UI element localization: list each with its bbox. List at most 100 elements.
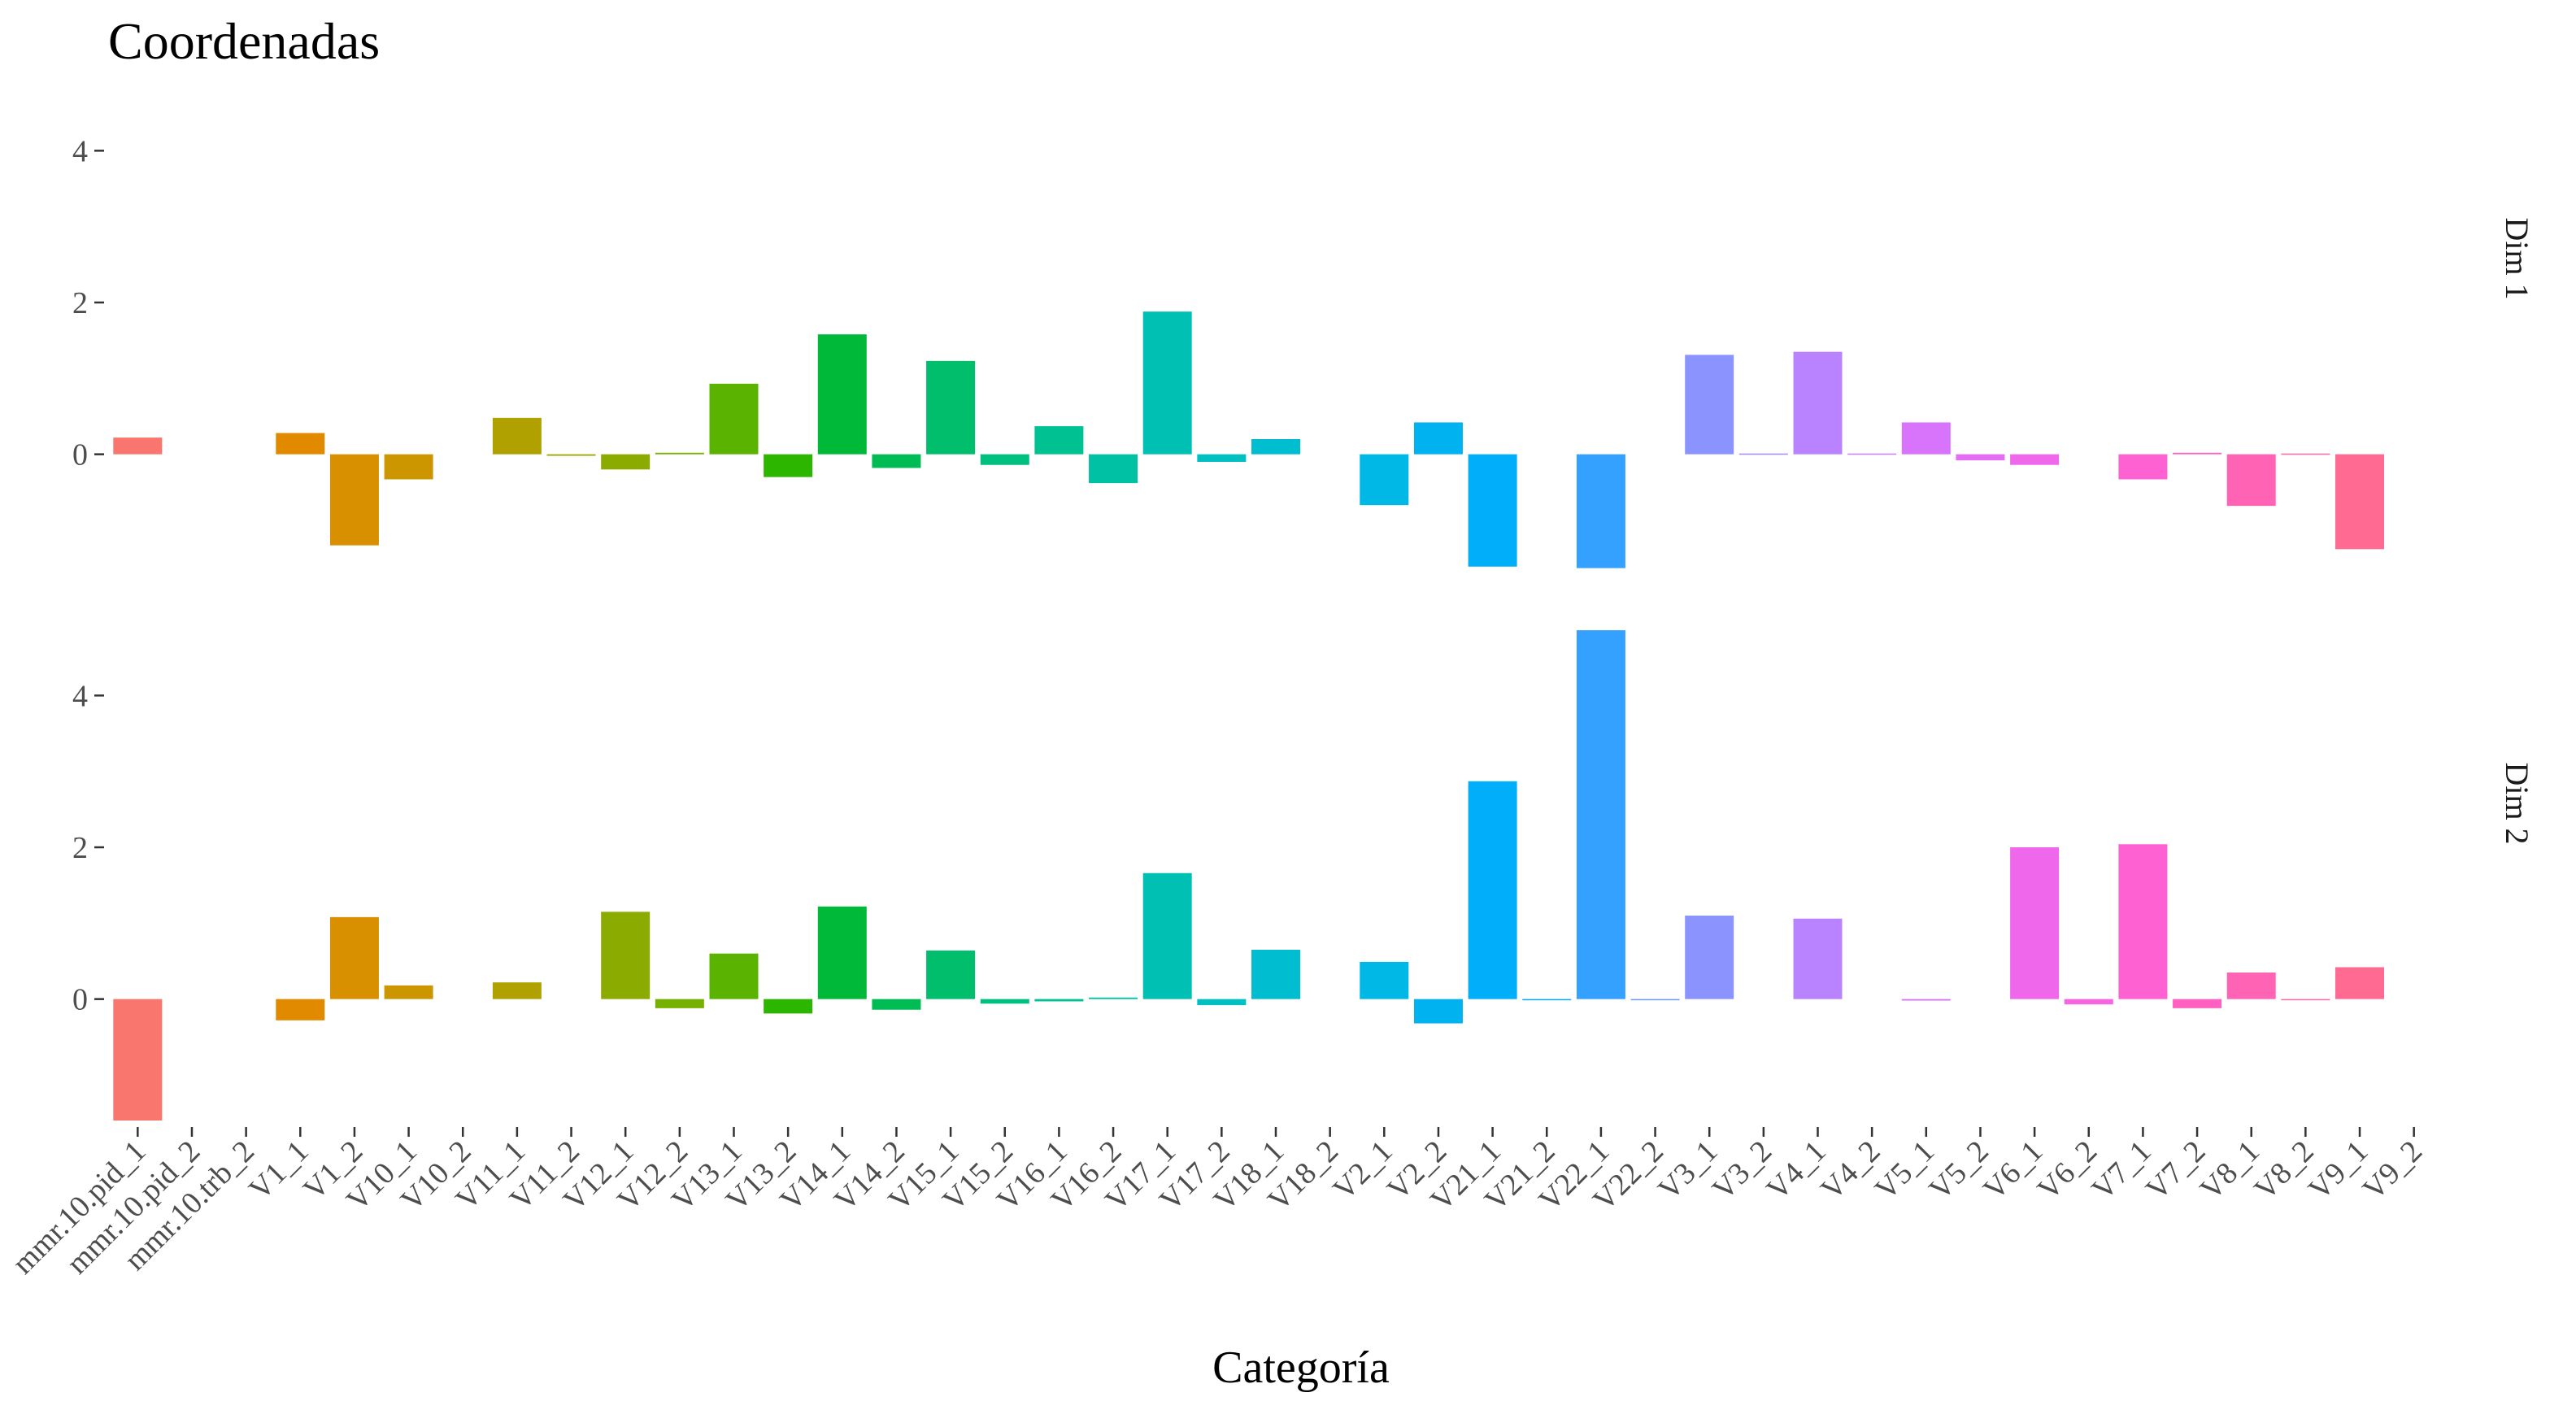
bar-V13_1 — [709, 953, 759, 999]
panel-1: 0 2 4 Dim 1 — [72, 134, 2535, 568]
bar-V1_1 — [276, 433, 325, 455]
x-tick-label: V8_1 — [2194, 1134, 2266, 1207]
bar-V17_2 — [1197, 999, 1247, 1006]
bar-V10_1 — [384, 985, 433, 999]
bar-V9_1 — [2335, 454, 2385, 550]
bar-V10_1 — [384, 454, 433, 480]
x-tick-label: V5_1 — [1869, 1134, 1941, 1207]
bar-V18_1 — [1251, 950, 1300, 999]
bar-V22_2 — [1630, 999, 1680, 1001]
bar-V21_1 — [1468, 781, 1517, 999]
bar-V3_2 — [1738, 453, 1788, 455]
bar-V4_1 — [1793, 351, 1843, 455]
panel-2: 0 2 4 Dim 2 — [72, 630, 2535, 1121]
bar-V7_1 — [2118, 844, 2168, 999]
bar-V14_2 — [872, 999, 921, 1010]
x-tick-label: V8_2 — [2247, 1134, 2320, 1207]
bar-V8_1 — [2226, 454, 2276, 507]
bar-V7_2 — [2173, 999, 2222, 1008]
bar-V1_2 — [329, 916, 379, 999]
bar-V16_1 — [1034, 426, 1084, 455]
bar-V15_2 — [980, 999, 1029, 1004]
bar-V11_2 — [546, 454, 596, 456]
x-tick-label: V7_2 — [2139, 1134, 2212, 1207]
bar-V2_2 — [1413, 422, 1463, 455]
y-tick-label: 4 — [72, 134, 88, 168]
bar-V2_1 — [1360, 961, 1409, 999]
bar-V4_2 — [1847, 453, 1897, 455]
bar-V6_1 — [2010, 847, 2060, 999]
bar-V8_1 — [2226, 973, 2276, 999]
bar-V12_2 — [655, 999, 704, 1008]
x-tick-label: V3_1 — [1651, 1134, 1724, 1207]
bar-V14_2 — [872, 454, 921, 468]
bar-V14_1 — [817, 906, 867, 999]
x-tick-label: V4_2 — [1814, 1134, 1886, 1207]
x-tick-label: V5_2 — [1922, 1134, 1995, 1207]
x-tick-label: V1_1 — [242, 1134, 315, 1207]
bar-V13_2 — [764, 999, 813, 1014]
x-axis: mmr.10.pid_1mmr.10.pid_2mmr.10.trb_2V1_1… — [6, 1127, 2429, 1281]
bar-V8_2 — [2281, 999, 2330, 1001]
bar-V13_1 — [709, 383, 759, 455]
bar-V18_1 — [1251, 439, 1300, 455]
x-tick-label: V2_1 — [1326, 1134, 1399, 1207]
y-tick-label: 0 — [72, 983, 88, 1017]
bar-mmr.10.pid_1 — [113, 999, 163, 1121]
bar-V7_2 — [2173, 452, 2222, 455]
bar-V12_1 — [601, 454, 651, 470]
bar-V3_1 — [1685, 916, 1734, 999]
bar-mmr.10.pid_1 — [113, 437, 163, 455]
bar-V1_2 — [329, 454, 379, 546]
bar-V4_1 — [1793, 918, 1843, 999]
panels: 0 2 4 Dim 1 0 2 4 Dim 2 — [72, 134, 2535, 1121]
chart-title: Coordenadas — [108, 12, 380, 70]
y-tick-label: 0 — [72, 438, 88, 472]
bar-V12_2 — [655, 452, 704, 455]
bar-V15_2 — [980, 454, 1029, 465]
bar-V13_2 — [764, 454, 813, 477]
bar-V2_2 — [1413, 999, 1463, 1024]
x-tick-label: V9_1 — [2302, 1134, 2374, 1207]
bar-V8_2 — [2281, 453, 2330, 455]
bar-V9_1 — [2335, 967, 2385, 999]
bar-V15_1 — [926, 950, 976, 999]
bar-V11_1 — [492, 417, 542, 455]
x-tick-label: V9_2 — [2356, 1134, 2429, 1207]
bar-V2_1 — [1360, 454, 1409, 506]
bar-V17_2 — [1197, 454, 1247, 462]
bar-V3_1 — [1685, 355, 1734, 455]
bar-V11_1 — [492, 982, 542, 999]
bar-V21_2 — [1522, 999, 1572, 1001]
bar-V7_1 — [2118, 454, 2168, 480]
bar-V6_1 — [2010, 454, 2060, 465]
x-tick-label: V4_1 — [1760, 1134, 1832, 1207]
facet-strip-label: Dim 1 — [2499, 217, 2535, 299]
bar-V5_1 — [1901, 999, 1951, 1001]
bar-V22_1 — [1576, 630, 1625, 999]
bar-V15_1 — [926, 360, 976, 455]
bar-V5_2 — [1956, 454, 2005, 461]
x-tick-label: V6_1 — [1977, 1134, 2049, 1207]
bar-V22_1 — [1576, 454, 1625, 568]
x-tick-label: V6_2 — [2031, 1134, 2104, 1207]
bar-V12_1 — [601, 912, 651, 999]
bar-V16_2 — [1089, 997, 1138, 999]
x-tick-label: V7_1 — [2085, 1134, 2157, 1207]
bar-V17_1 — [1142, 873, 1192, 999]
y-tick-label: 2 — [72, 831, 88, 865]
bar-V14_1 — [817, 334, 867, 455]
x-tick-label: V3_2 — [1706, 1134, 1778, 1207]
bar-V17_1 — [1142, 311, 1192, 455]
bar-V16_2 — [1089, 454, 1138, 484]
y-tick-label: 4 — [72, 679, 88, 713]
bar-V21_1 — [1468, 454, 1517, 567]
y-tick-label: 2 — [72, 286, 88, 320]
bar-V16_1 — [1034, 999, 1084, 1002]
bar-V6_2 — [2064, 999, 2113, 1005]
facet-strip-label: Dim 2 — [2499, 762, 2535, 844]
bar-V5_1 — [1901, 422, 1951, 455]
x-axis-title: Categoría — [1212, 1342, 1390, 1393]
